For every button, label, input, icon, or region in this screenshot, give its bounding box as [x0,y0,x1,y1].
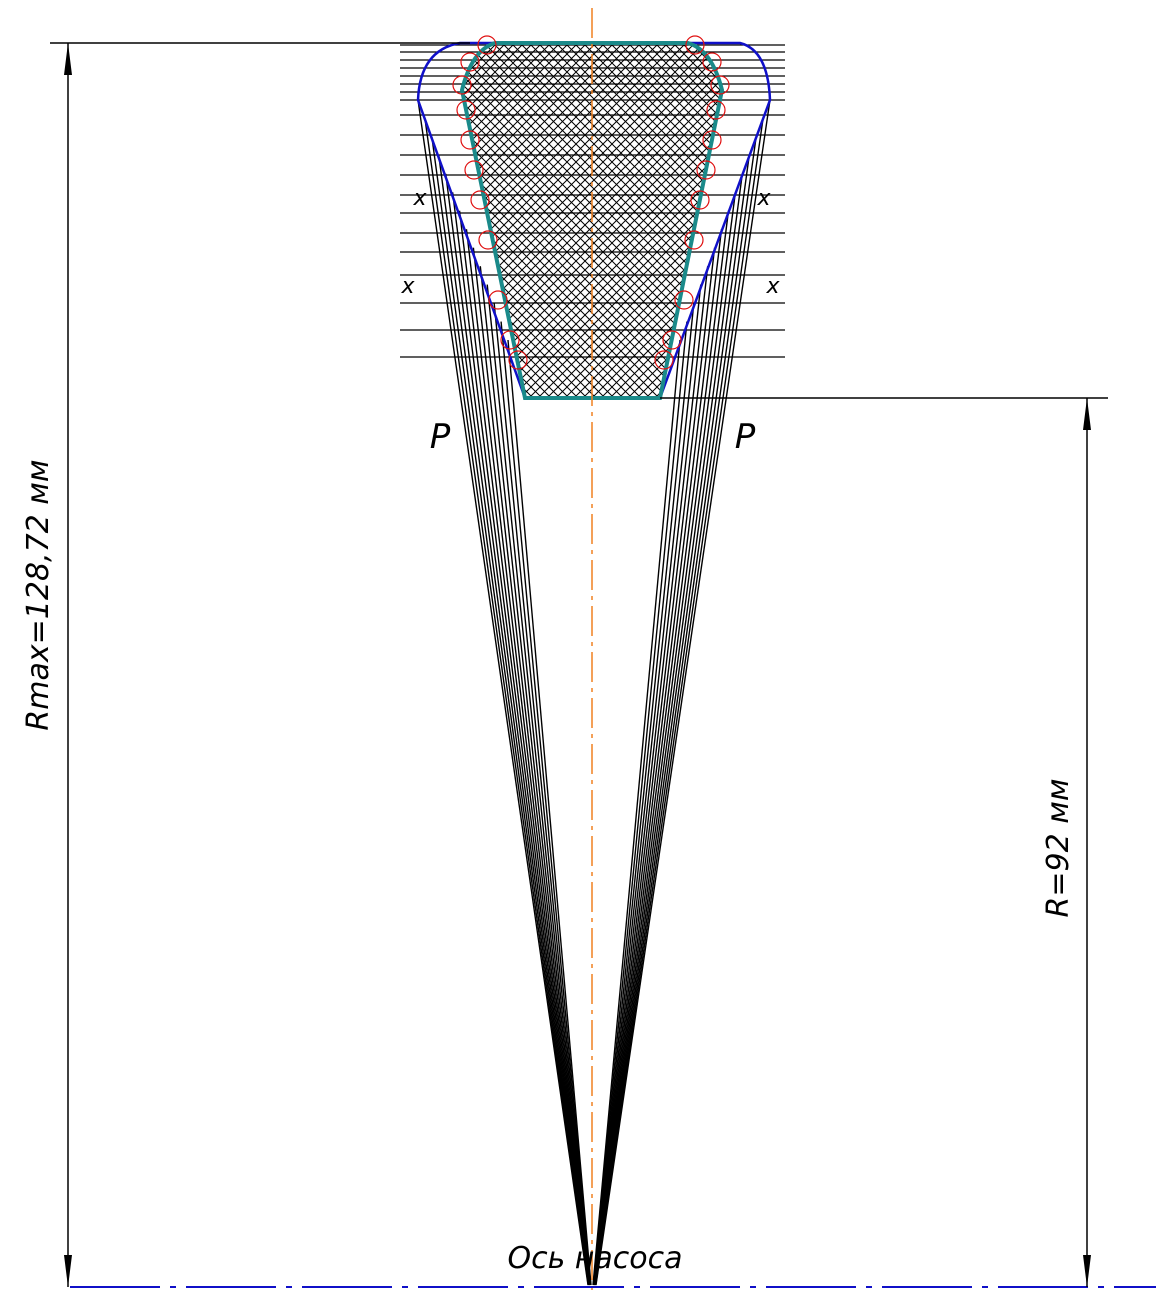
fan-line [593,247,716,1286]
red-arc [702,130,722,150]
fan-line [424,118,589,1286]
r-label: R=92 мм [1041,779,1076,918]
fan-line [595,118,764,1286]
red-arc [690,190,710,210]
fan-line [592,321,688,1286]
red-arc [500,330,520,350]
rmax-label: Rmax=128,72 мм [21,459,56,730]
fan-line [451,192,590,1286]
fan-line [493,303,592,1286]
fan-line [458,210,591,1286]
red-arc [470,190,490,210]
red-arc [696,160,716,180]
fan-line [593,210,730,1286]
red-arc [674,290,694,310]
fan-line [594,192,737,1286]
fan-line [592,303,695,1286]
red-arc [460,52,480,72]
fan-line [472,247,591,1286]
red-arc [478,230,498,250]
fan-line [592,284,702,1286]
p-label: P [735,417,756,457]
fan-line [593,266,709,1286]
red-arc [685,35,705,55]
fan-line [594,173,744,1286]
red-arc [684,230,704,250]
x-label: x [412,186,427,211]
red-arc [488,290,508,310]
fan-line [486,284,592,1286]
red-arc [654,350,674,370]
x-label: x [400,274,415,299]
red-arcs [452,35,730,370]
fan-lines [417,99,771,1286]
red-arc [662,330,682,350]
fan-line [592,339,681,1286]
red-arc [456,100,476,120]
fan-line [479,266,591,1286]
fan-line [417,99,589,1286]
red-arc [508,350,528,370]
fan-line [431,136,590,1286]
x-label: x [765,274,780,299]
fan-line [594,136,757,1286]
fan-line [593,229,723,1286]
fan-line [465,229,591,1286]
fan-line [595,99,771,1286]
red-arc [477,35,497,55]
red-arc [460,130,480,150]
red-arc [452,75,472,95]
x-label: x [756,186,771,211]
fan-line [500,321,592,1286]
red-arc [702,52,722,72]
red-arc [710,75,730,95]
red-arc [706,100,726,120]
p-label: P [430,417,451,457]
axis-label: Ось насоса [507,1241,682,1276]
red-arc [464,160,484,180]
fan-line [438,155,590,1286]
fan-line [444,173,590,1286]
fan-line [507,339,592,1286]
fan-line [594,155,750,1286]
